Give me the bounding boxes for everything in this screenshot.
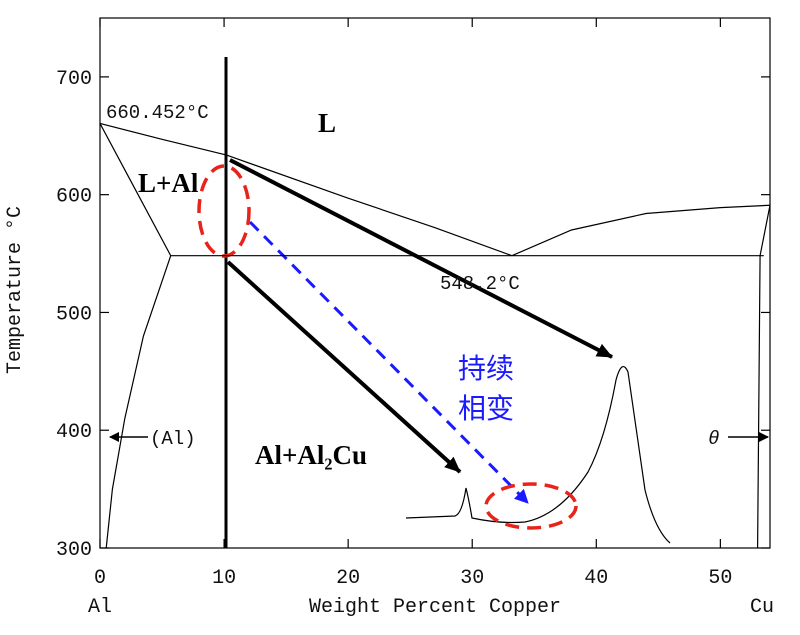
y-tick-label: 700 bbox=[56, 68, 92, 91]
arrow bbox=[229, 158, 613, 359]
x-tick-label: 0 bbox=[94, 567, 106, 590]
x-end-label: Al bbox=[88, 596, 112, 619]
phase-boundary bbox=[756, 205, 771, 549]
annotation: θ bbox=[708, 428, 719, 450]
annotation: 持续 bbox=[458, 352, 514, 385]
highlight-ellipse bbox=[484, 482, 578, 530]
x-tick-label: 40 bbox=[584, 567, 608, 590]
y-tick-label: 600 bbox=[56, 186, 92, 209]
x-tick-label: 30 bbox=[460, 567, 484, 590]
highlight-ellipse bbox=[197, 164, 251, 258]
x-axis-label: Weight Percent Copper bbox=[309, 596, 561, 619]
phase-boundary bbox=[105, 255, 172, 549]
annotation: 548.2°C bbox=[440, 273, 520, 295]
phase-boundary bbox=[99, 123, 172, 256]
annotation: (Al) bbox=[150, 428, 196, 450]
dsc-curve bbox=[405, 365, 671, 544]
x-tick-label: 20 bbox=[336, 567, 360, 590]
phase-boundary bbox=[511, 204, 771, 257]
y-tick-label: 500 bbox=[56, 303, 92, 326]
x-tick-label: 10 bbox=[212, 567, 236, 590]
annotation: 660.452°C bbox=[106, 102, 209, 124]
x-end-label: Cu bbox=[750, 596, 774, 619]
y-axis-label: Temperature °C bbox=[4, 206, 27, 374]
annotation: L+Al bbox=[138, 168, 199, 198]
arrow bbox=[226, 260, 462, 474]
x-tick-label: 50 bbox=[708, 567, 732, 590]
annotation: Al+Al₂Cu bbox=[255, 440, 367, 470]
annotation: 相变 bbox=[458, 392, 514, 425]
y-tick-label: 400 bbox=[56, 421, 92, 444]
annotation: L bbox=[318, 108, 336, 138]
plot-frame bbox=[99, 17, 771, 549]
dashed-arrow bbox=[248, 220, 530, 505]
phase-boundary bbox=[99, 122, 513, 257]
y-tick-label: 300 bbox=[56, 539, 92, 562]
